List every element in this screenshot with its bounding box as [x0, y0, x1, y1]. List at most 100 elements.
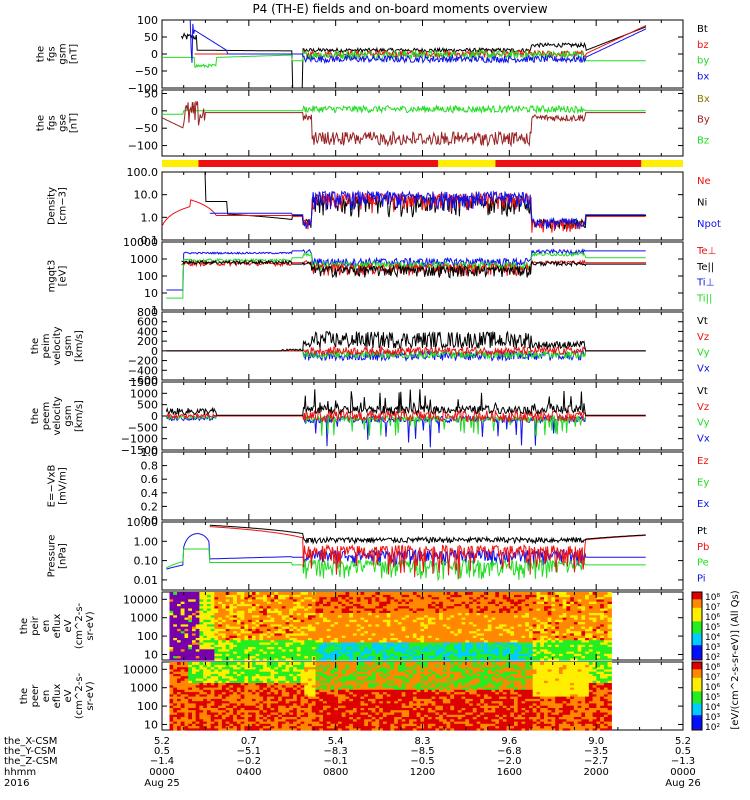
spectrogram-cell	[188, 641, 193, 645]
spectrogram-cell	[547, 619, 552, 623]
spectrogram-cell	[484, 628, 489, 632]
legend-Pe: Pe	[697, 558, 709, 569]
spectrogram-cell	[173, 698, 178, 702]
spectrogram-cell	[529, 653, 534, 657]
spectrogram-cell	[199, 614, 204, 618]
spectrogram-cell	[487, 639, 493, 643]
spectrogram-cell	[450, 619, 455, 623]
spectrogram-cell	[349, 598, 354, 602]
spectrogram-cell	[266, 720, 272, 724]
spectrogram-cell	[255, 671, 260, 674]
spectrogram-cell	[188, 628, 193, 632]
spectrogram-cell	[551, 646, 556, 650]
spectrogram-cell	[177, 725, 182, 729]
spectrogram-cell	[248, 725, 253, 729]
spectrogram-cell	[240, 598, 245, 602]
spectrogram-cell	[214, 668, 219, 672]
spectrogram-cell	[270, 680, 275, 683]
spectrogram-cell	[255, 614, 260, 618]
spectrogram-cell	[457, 657, 463, 661]
spectrogram-cell	[274, 700, 279, 704]
spectrogram-cell	[229, 598, 234, 602]
legend-by: by	[697, 56, 709, 67]
spectrogram-cell	[203, 718, 208, 722]
spectrogram-cell	[521, 614, 526, 618]
spectrogram-cell	[210, 707, 215, 711]
spectrogram-cell	[296, 700, 302, 704]
spectrogram-cell	[551, 626, 556, 629]
spectrogram-cell	[240, 718, 245, 722]
spectrogram-cell	[379, 607, 384, 611]
spectrogram-cell	[338, 650, 343, 654]
spectrogram-cell	[401, 605, 406, 609]
spectrogram-cell	[345, 603, 350, 607]
spectrogram-cells	[169, 662, 612, 731]
spectrogram-cell	[229, 693, 234, 697]
spectrogram-cell	[251, 632, 257, 636]
spectrogram-cell	[278, 648, 283, 652]
spectrogram-cell	[263, 655, 268, 659]
spectrogram-cell	[236, 668, 242, 672]
spectrogram-cell	[270, 657, 275, 661]
spectrogram-cell	[517, 655, 522, 659]
spectrogram-cell	[206, 644, 212, 647]
spectrogram-cell	[472, 619, 478, 623]
spectrogram-cell	[278, 700, 283, 704]
spectrogram-cell	[206, 646, 212, 650]
spectrogram-cell	[244, 689, 249, 693]
spectrogram-cell	[278, 644, 283, 647]
spectrogram-cell	[487, 657, 493, 661]
spectrogram-cell	[600, 630, 605, 634]
spectrogram-cell	[480, 614, 485, 618]
spectrogram-cell	[323, 648, 328, 652]
spectrogram-cell	[514, 605, 519, 609]
spectrogram-cell	[236, 677, 242, 681]
spectrogram-cell	[412, 598, 418, 602]
spectrogram-cell	[345, 619, 350, 623]
spectrogram-cell	[225, 603, 230, 607]
spectrogram-cell	[308, 686, 313, 690]
spectrogram-cell	[540, 614, 545, 618]
spectrogram-cell	[311, 714, 317, 717]
spectrogram-cell	[259, 711, 264, 715]
spectrogram-cell	[315, 612, 320, 616]
spectrogram-cell	[177, 691, 182, 695]
spectrogram-cell	[285, 716, 290, 720]
spectrogram-cell	[431, 653, 436, 657]
spectrogram-cell	[192, 702, 197, 706]
y-tick-label: 0.1	[141, 234, 159, 247]
spectrogram-cell	[341, 630, 346, 634]
spectrogram-cell	[285, 668, 290, 672]
spectrogram-cell	[555, 639, 560, 643]
spectrogram-cell	[281, 707, 287, 711]
spectrogram-cell	[461, 612, 466, 616]
spectrogram-cell	[517, 621, 522, 625]
spectrogram-cell	[229, 684, 234, 688]
spectrogram-cell	[341, 623, 346, 627]
spectrogram-cell	[472, 635, 478, 638]
spectrogram-cell	[555, 628, 560, 632]
spectrogram-cell	[210, 655, 215, 659]
spectrogram-cell	[326, 601, 332, 604]
spectrogram-cell	[255, 673, 260, 677]
spectrogram-cell	[229, 605, 234, 609]
spectrogram-cell	[581, 598, 586, 602]
spectrogram-cell	[289, 673, 294, 677]
spectrogram-cell	[218, 686, 223, 690]
spectrogram-cell	[218, 596, 223, 600]
spectrogram-cell	[296, 727, 302, 731]
spectrogram-cell	[278, 623, 283, 627]
spectrogram-cell	[368, 598, 373, 602]
spectrogram-cell	[499, 598, 504, 602]
y-axis-label: eV	[63, 689, 74, 702]
spectrogram-cell	[596, 632, 601, 636]
spectrogram-cell	[173, 655, 178, 659]
spectrogram-cell	[588, 601, 594, 604]
spectrogram-cell	[184, 727, 189, 731]
spectrogram-cell	[188, 700, 193, 704]
spectrogram-cell	[274, 716, 279, 720]
spectrogram-cell	[588, 605, 594, 609]
spectrogram-cell	[266, 655, 272, 659]
